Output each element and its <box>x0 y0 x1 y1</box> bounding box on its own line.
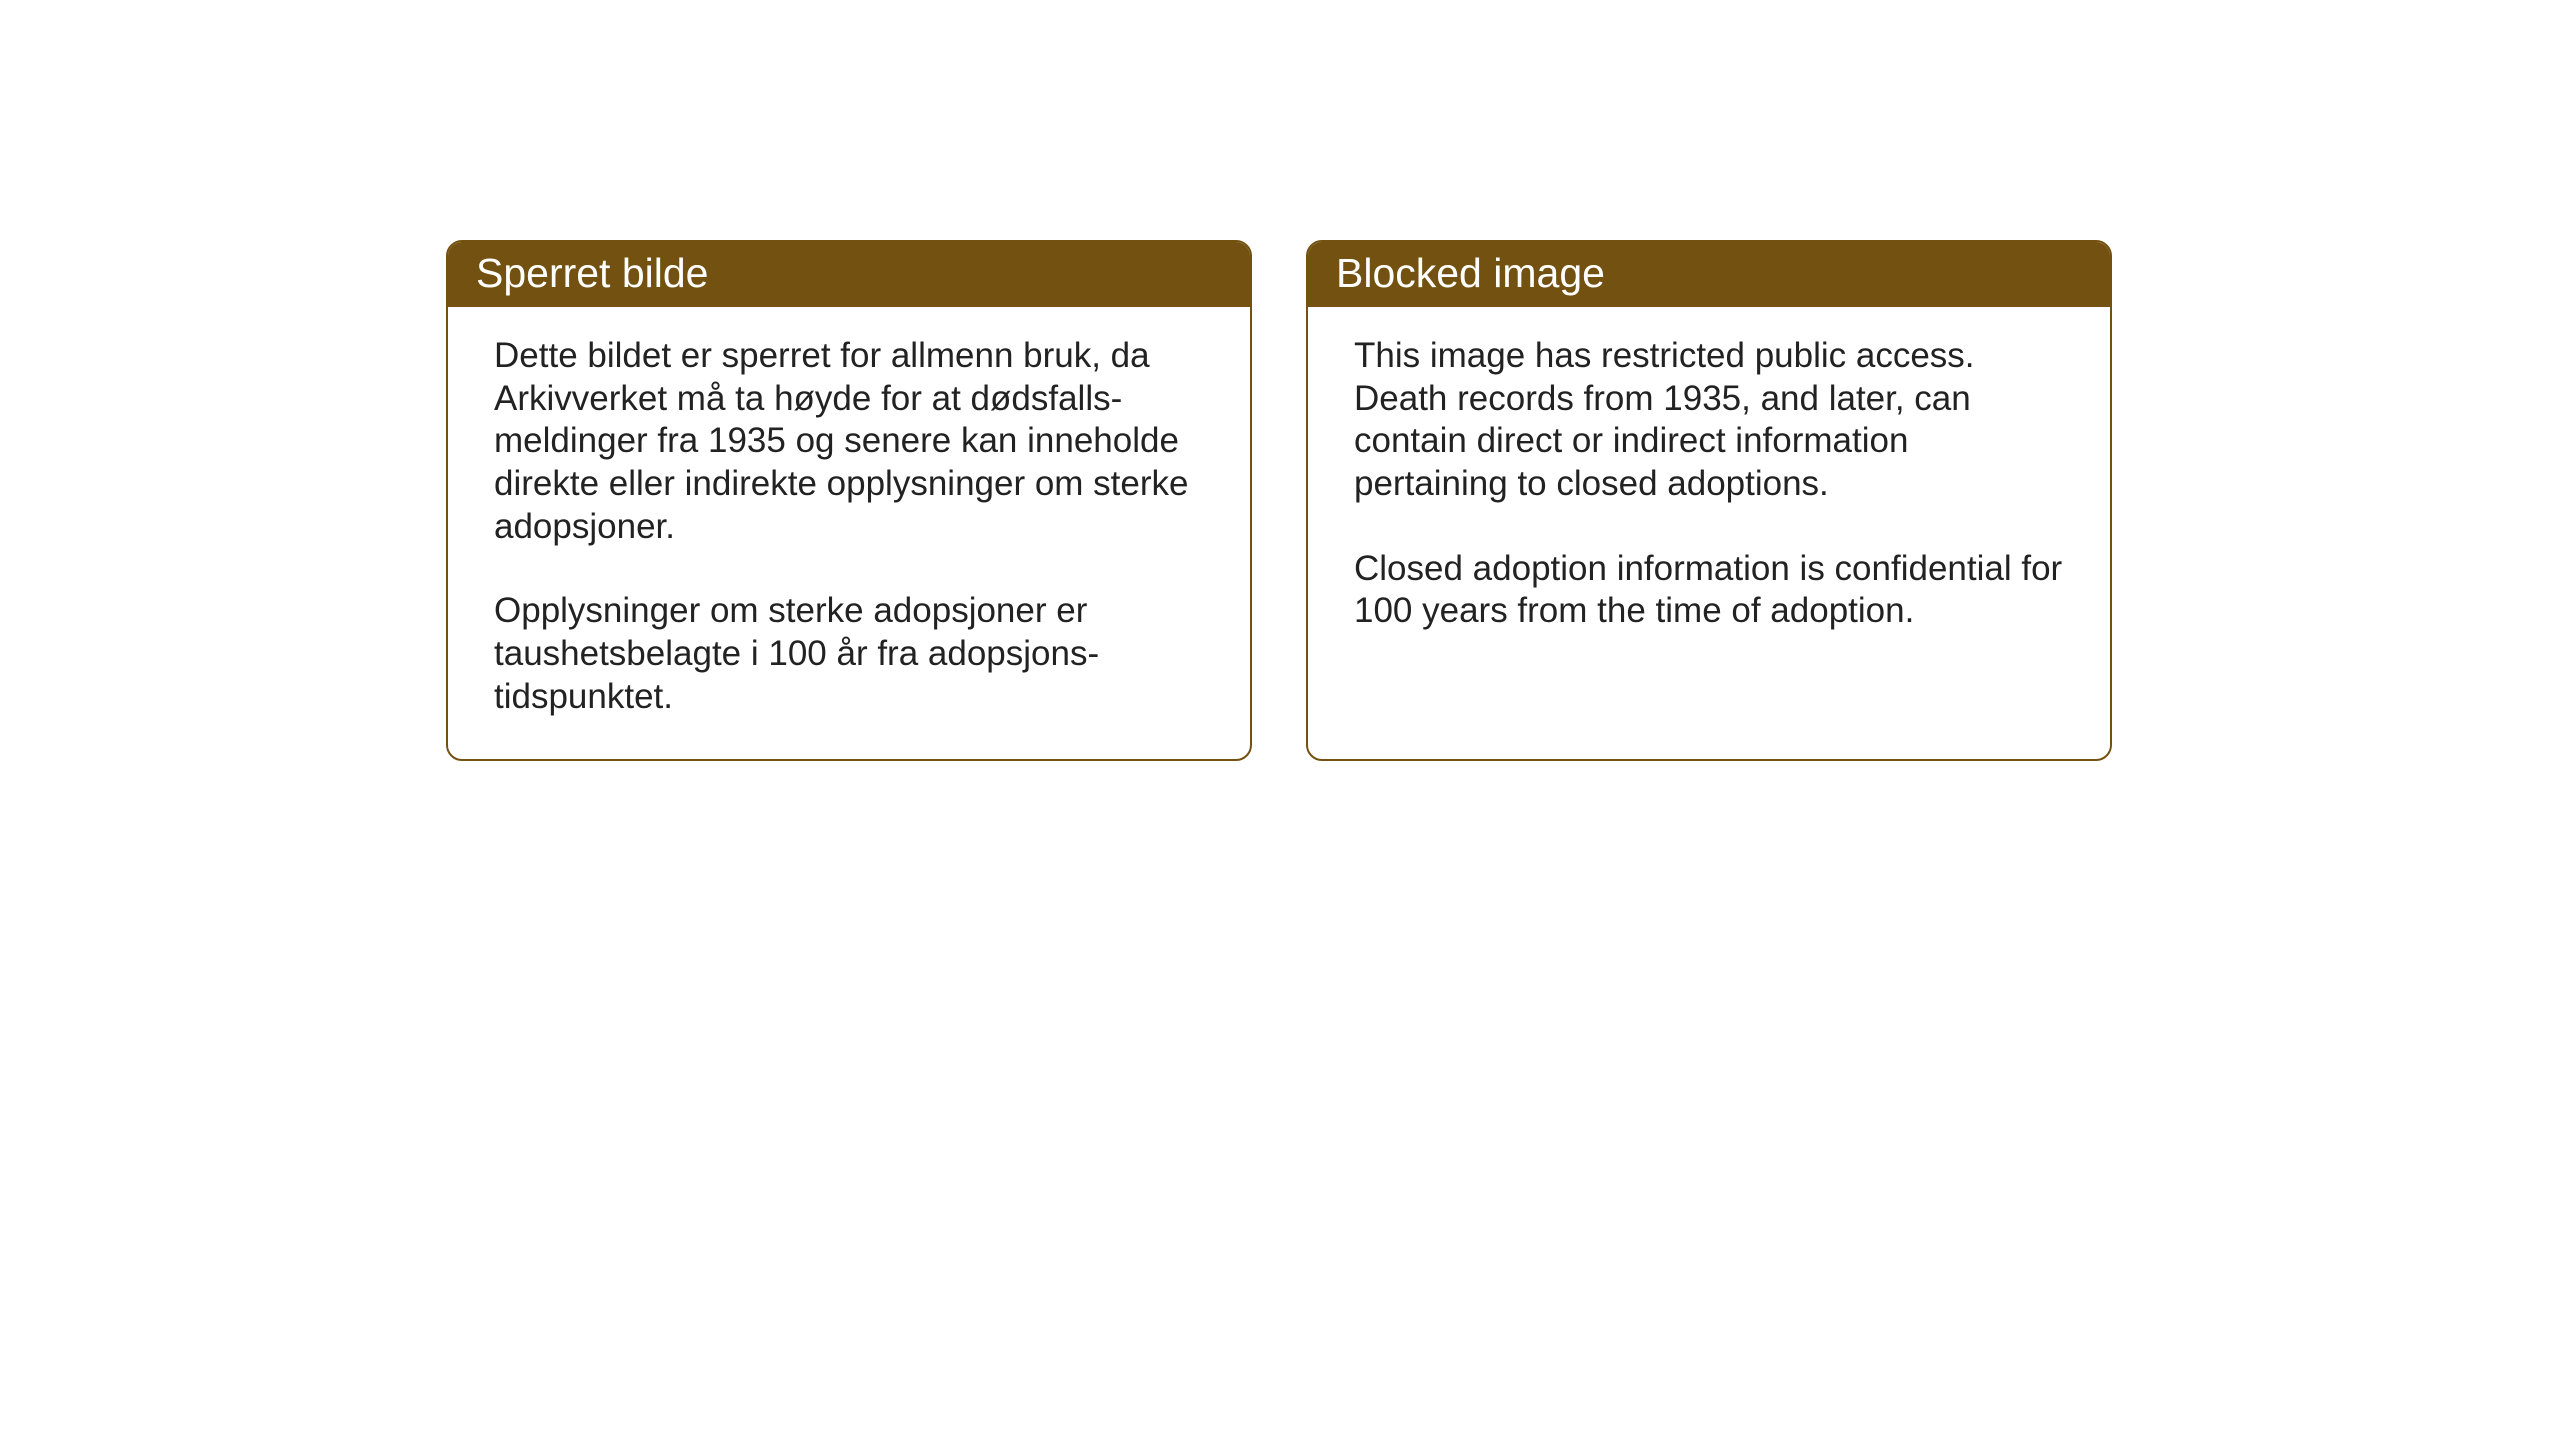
card-title-norwegian: Sperret bilde <box>476 250 708 296</box>
paragraph-2-english: Closed adoption information is confident… <box>1354 548 2064 633</box>
paragraph-1-norwegian: Dette bildet er sperret for allmenn bruk… <box>494 335 1204 548</box>
notice-card-english: Blocked image This image has restricted … <box>1306 240 2112 761</box>
card-body-norwegian: Dette bildet er sperret for allmenn bruk… <box>448 307 1250 759</box>
card-header-english: Blocked image <box>1308 242 2110 307</box>
paragraph-1-english: This image has restricted public access.… <box>1354 335 2064 506</box>
notice-container: Sperret bilde Dette bildet er sperret fo… <box>446 240 2112 761</box>
notice-card-norwegian: Sperret bilde Dette bildet er sperret fo… <box>446 240 1252 761</box>
card-body-english: This image has restricted public access.… <box>1308 307 2110 745</box>
card-header-norwegian: Sperret bilde <box>448 242 1250 307</box>
card-title-english: Blocked image <box>1336 250 1605 296</box>
paragraph-2-norwegian: Opplysninger om sterke adopsjoner er tau… <box>494 590 1204 718</box>
